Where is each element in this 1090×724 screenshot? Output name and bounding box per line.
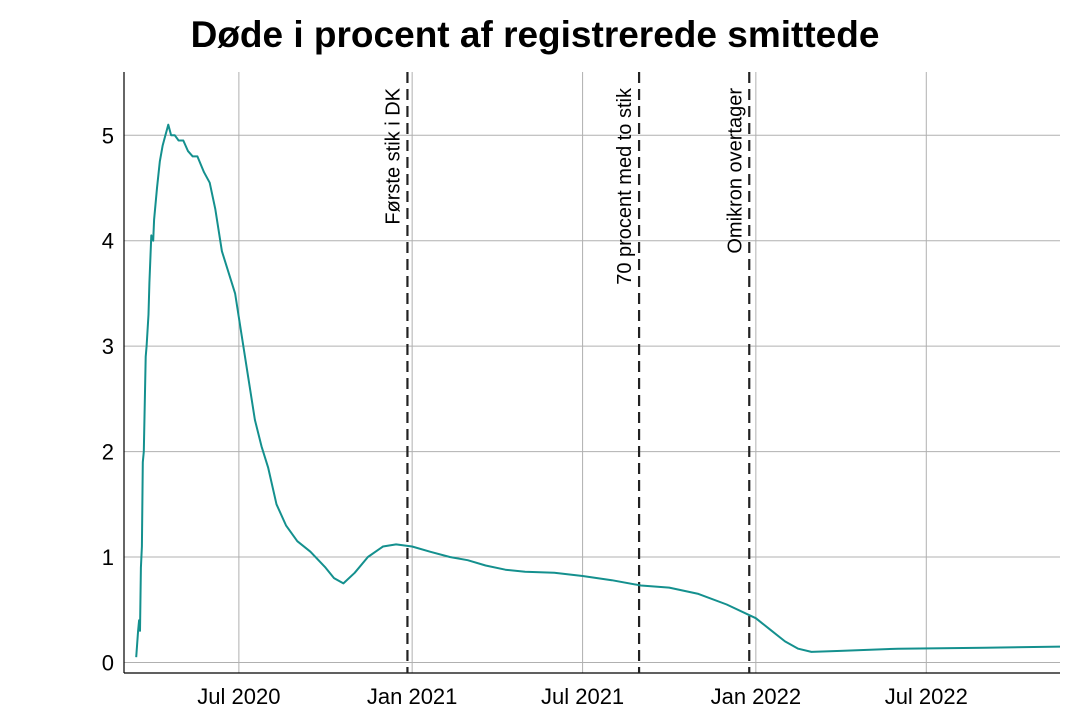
x-tick-label: Jul 2021 bbox=[541, 684, 624, 709]
y-tick-label: 2 bbox=[102, 440, 114, 465]
y-tick-label: 3 bbox=[102, 334, 114, 359]
annotation-label: Omikron overtager bbox=[724, 88, 746, 254]
data-line bbox=[135, 123, 1061, 658]
x-tick-label: Jan 2021 bbox=[367, 684, 458, 709]
y-tick-label: 4 bbox=[102, 229, 114, 254]
annotation-label: 70 procent med to stik bbox=[614, 87, 636, 285]
chart-title: Døde i procent af registrerede smittede bbox=[190, 14, 880, 55]
x-tick-label: Jul 2022 bbox=[885, 684, 968, 709]
y-tick-label: 0 bbox=[102, 650, 114, 675]
x-tick-label: Jul 2020 bbox=[197, 684, 280, 709]
y-tick-label: 1 bbox=[102, 545, 114, 570]
annotation-label: Første stik i DK bbox=[382, 87, 404, 224]
y-tick-label: 5 bbox=[102, 123, 114, 148]
x-tick-label: Jan 2022 bbox=[711, 684, 802, 709]
